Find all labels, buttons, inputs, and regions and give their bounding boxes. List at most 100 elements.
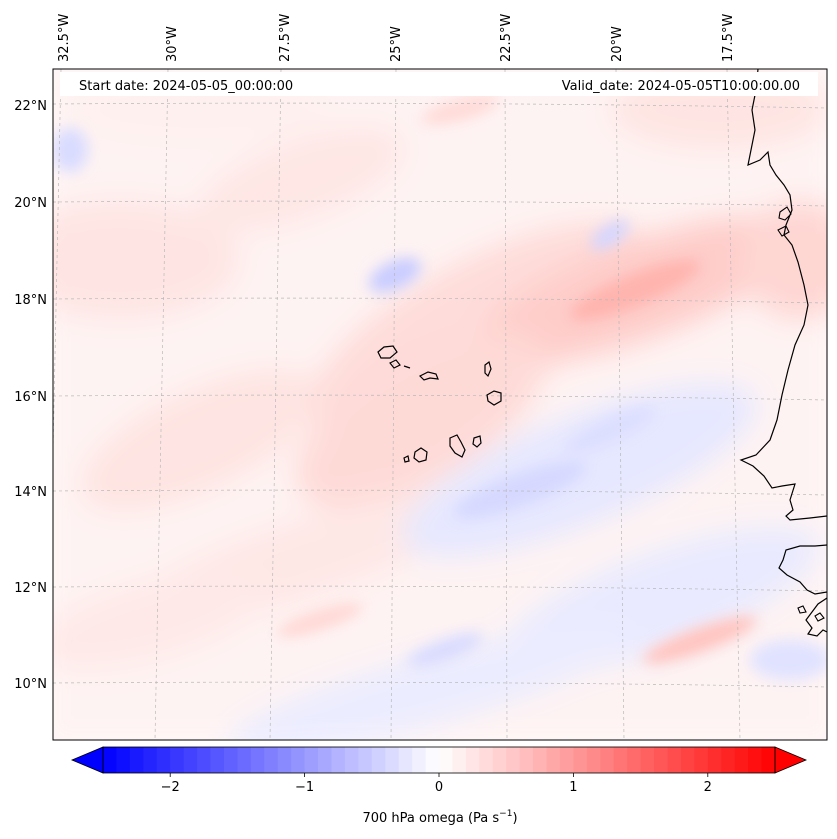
colorbar-cell — [627, 747, 642, 773]
colorbar-cell — [425, 747, 440, 773]
colorbar-cell — [519, 747, 534, 773]
colorbar-cell — [479, 747, 494, 773]
longitude-labels: 32.5°W 30°W 27.5°W 25°W 22.5°W 20°W 17.5… — [57, 14, 736, 62]
map-frame — [52, 68, 828, 741]
island-santa-luzia — [403, 365, 411, 369]
colorbar-cell — [398, 747, 413, 773]
colorbar-cell — [654, 747, 669, 773]
colorbar-cell — [640, 747, 655, 773]
colorbar-cell — [748, 747, 763, 773]
lat-label: 16°N — [14, 390, 47, 405]
colorbar-cell — [573, 747, 588, 773]
colorbar-cell — [116, 747, 131, 773]
lon-label: 17.5°W — [721, 14, 736, 62]
colorbar-cell — [546, 747, 561, 773]
colorbar-cell — [143, 747, 158, 773]
colorbar-cell — [492, 747, 507, 773]
colorbar-tick-label: 2 — [704, 780, 712, 795]
cape-verde-islands — [377, 345, 502, 463]
lat-label: 20°N — [14, 196, 47, 211]
colorbar-cell — [761, 747, 776, 773]
colorbar-cell — [694, 747, 709, 773]
colorbar-cell — [506, 747, 521, 773]
lat-label: 22°N — [14, 99, 47, 114]
island-sal — [484, 360, 492, 378]
colorbar-tick-label: −2 — [161, 780, 180, 795]
gridline-lat-22n — [53, 102, 827, 109]
colorbar-cell — [465, 747, 480, 773]
colorbar-cell — [277, 747, 292, 773]
colorbar-cell — [613, 747, 628, 773]
banc-d-arguin-islands — [777, 206, 792, 237]
start-date-label: Start date: 2024-05-05_00:00:00 — [79, 79, 293, 94]
lat-label: 14°N — [14, 485, 47, 500]
colorbar-cell — [371, 747, 386, 773]
omega-field — [53, 69, 827, 740]
lon-label: 30°W — [165, 26, 180, 62]
lat-label: 10°N — [14, 677, 47, 692]
valid-date-label: Valid_date: 2024-05-05T10:00:00.00 — [562, 79, 800, 94]
colorbar-high-extension — [774, 746, 808, 774]
colorbar-cell — [129, 747, 144, 773]
colorbar-cell — [223, 747, 238, 773]
colorbar-cell — [304, 747, 319, 773]
colorbar-tick-label: 0 — [435, 780, 443, 795]
colorbar-cell — [291, 747, 306, 773]
colorbar-cell — [156, 747, 171, 773]
date-header-background — [60, 72, 818, 96]
colorbar-ticks: −2 −1 0 1 2 — [161, 773, 712, 795]
colorbar-cell — [264, 747, 279, 773]
gridline-lat-12n — [53, 585, 827, 592]
lon-label: 25°W — [389, 26, 404, 62]
colorbar-cell — [103, 747, 118, 773]
colorbar-cell — [331, 747, 346, 773]
island-santiago — [449, 434, 466, 458]
colorbar-cell — [237, 747, 252, 773]
colorbar-cells — [103, 747, 776, 773]
colorbar-label: 700 hPa omega (Pa s−1) — [362, 809, 517, 826]
colorbar-cell — [250, 747, 265, 773]
colorbar-cell — [170, 747, 185, 773]
latitude-labels: 22°N 20°N 18°N 16°N 14°N 12°N 10°N — [14, 99, 47, 692]
map-panel — [52, 68, 828, 741]
map-gridlines — [53, 69, 827, 740]
colorbar-cell — [586, 747, 601, 773]
date-header: Start date: 2024-05-05_00:00:00 Valid_da… — [60, 72, 818, 96]
lat-label: 12°N — [14, 581, 47, 596]
colorbar-cell — [452, 747, 467, 773]
colorbar: −2 −1 0 1 2 700 hPa omega (Pa s−1) — [70, 746, 808, 826]
colorbar-cell — [183, 747, 198, 773]
colorbar-cell — [721, 747, 736, 773]
lon-label: 32.5°W — [57, 14, 72, 62]
gridline-lon-17-5w — [726, 69, 741, 740]
gridline-lon-25w — [390, 69, 397, 740]
island-santo-antao — [377, 345, 398, 359]
colorbar-cell — [707, 747, 722, 773]
colorbar-cell — [667, 747, 682, 773]
gridline-lat-16n — [53, 394, 827, 401]
colorbar-cell — [210, 747, 225, 773]
lon-label: 22.5°W — [499, 14, 514, 62]
colorbar-cell — [358, 747, 373, 773]
colorbar-cell — [197, 747, 212, 773]
colorbar-cell — [318, 747, 333, 773]
island-brava — [403, 455, 410, 463]
colorbar-tick-label: 1 — [569, 780, 577, 795]
bijagos-islands — [797, 605, 825, 622]
colorbar-low-extension — [70, 746, 104, 774]
colorbar-cell — [559, 747, 574, 773]
colorbar-cell — [533, 747, 548, 773]
gridline-lat-10n — [53, 681, 827, 688]
island-sao-nicolau — [418, 371, 439, 381]
gridline-lat-20n — [53, 200, 827, 207]
gridline-lon-22-5w — [504, 69, 508, 740]
gridline-lat-14n — [53, 489, 827, 496]
gridline-lon-30w — [154, 69, 169, 740]
colorbar-tick-label: −1 — [295, 780, 314, 795]
gridline-lon-27-5w — [269, 69, 282, 740]
guinea-bissau-coast — [805, 597, 827, 637]
colorbar-cell — [344, 747, 359, 773]
colorbar-cell — [600, 747, 615, 773]
african-coastline — [739, 69, 827, 521]
gridline-lon-20w — [615, 69, 625, 740]
